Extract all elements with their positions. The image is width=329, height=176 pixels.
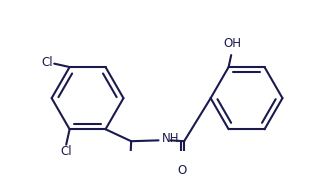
Text: O: O (178, 164, 187, 176)
Text: Cl: Cl (61, 146, 72, 158)
Text: Cl: Cl (42, 56, 53, 69)
Text: NH: NH (162, 132, 179, 145)
Text: OH: OH (223, 37, 241, 50)
